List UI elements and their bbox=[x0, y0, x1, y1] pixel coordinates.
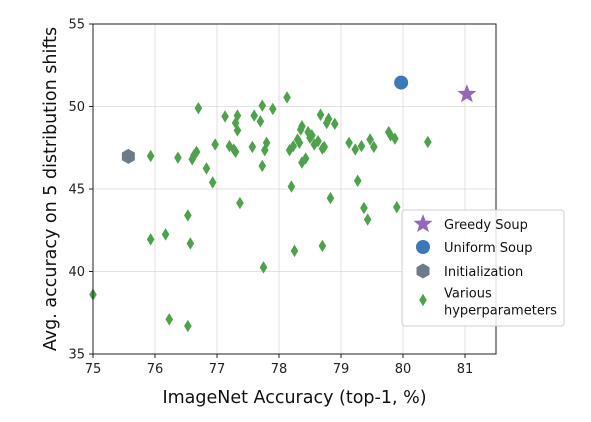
circle-point bbox=[394, 76, 408, 90]
legend-label-line: Greedy Soup bbox=[444, 218, 528, 233]
diamond-point bbox=[211, 138, 219, 150]
diamond-point bbox=[319, 240, 327, 252]
diamond-point bbox=[327, 192, 335, 204]
diamond-point bbox=[249, 141, 257, 153]
diamond-point bbox=[393, 201, 401, 213]
x-axis-ticks: 75 76 77 78 79 80 81 bbox=[85, 354, 474, 377]
x-tick-label: 75 bbox=[85, 362, 102, 377]
diamond-point bbox=[184, 209, 192, 221]
diamond-point bbox=[162, 228, 170, 240]
diamond-point bbox=[331, 118, 339, 130]
diamond-point bbox=[187, 237, 195, 249]
diamond-point bbox=[345, 137, 353, 149]
diamond-point bbox=[364, 213, 372, 225]
diamond-point bbox=[258, 160, 266, 172]
y-axis-label: Avg. accuracy on 5 distribution shifts bbox=[41, 27, 61, 351]
y-axis-ticks: 35 40 45 50 55 bbox=[68, 18, 93, 363]
diamond-point bbox=[195, 102, 203, 114]
legend-entry-label: Greedy Soup bbox=[444, 218, 528, 233]
diamond-point bbox=[184, 320, 192, 332]
diamond-point bbox=[250, 109, 258, 121]
legend-label-line: Uniform Soup bbox=[444, 241, 533, 256]
diamond-point bbox=[360, 202, 368, 214]
diamond-point bbox=[351, 143, 359, 155]
diamond-point bbox=[165, 313, 173, 325]
diamond-point bbox=[203, 162, 211, 174]
star-point bbox=[457, 84, 476, 102]
legend: Greedy Soup Uniform Soup Initialization Var… bbox=[402, 210, 564, 326]
x-tick-label: 79 bbox=[333, 362, 350, 377]
y-tick-label: 45 bbox=[68, 183, 85, 198]
legend-entry-label: Initialization bbox=[444, 265, 523, 280]
diamond-point bbox=[358, 140, 366, 152]
hexagon-point bbox=[122, 149, 135, 164]
diamond-point bbox=[283, 91, 291, 103]
diamond-point bbox=[147, 233, 155, 245]
y-tick-label: 55 bbox=[68, 18, 85, 33]
diamond-point bbox=[258, 99, 266, 111]
y-tick-label: 50 bbox=[68, 100, 85, 115]
x-axis-label: ImageNet Accuracy (top-1, %) bbox=[162, 388, 426, 408]
y-tick-label: 40 bbox=[68, 265, 85, 280]
diamond-point bbox=[236, 197, 244, 209]
diamond-point bbox=[269, 103, 277, 115]
diamond-point bbox=[291, 245, 299, 257]
legend-label-line: hyperparameters bbox=[444, 304, 557, 319]
diamond-point bbox=[317, 109, 325, 121]
legend-circle-icon bbox=[416, 240, 430, 254]
diamond-point bbox=[424, 136, 432, 148]
legend-label-line: Initialization bbox=[444, 265, 523, 280]
x-tick-label: 80 bbox=[395, 362, 412, 377]
diamond-point bbox=[209, 176, 217, 188]
legend-label-line: Various bbox=[444, 287, 492, 302]
legend-entry-label: Uniform Soup bbox=[444, 241, 533, 256]
y-tick-label: 35 bbox=[68, 348, 85, 363]
diamond-point bbox=[354, 175, 362, 187]
diamond-point bbox=[288, 180, 296, 192]
diamond-point bbox=[257, 115, 265, 127]
x-tick-label: 81 bbox=[457, 362, 474, 377]
diamond-point bbox=[174, 151, 182, 163]
diamond-point bbox=[221, 110, 229, 122]
x-tick-label: 76 bbox=[147, 362, 164, 377]
x-tick-label: 77 bbox=[209, 362, 226, 377]
x-tick-label: 78 bbox=[271, 362, 288, 377]
diamond-point bbox=[147, 150, 155, 162]
